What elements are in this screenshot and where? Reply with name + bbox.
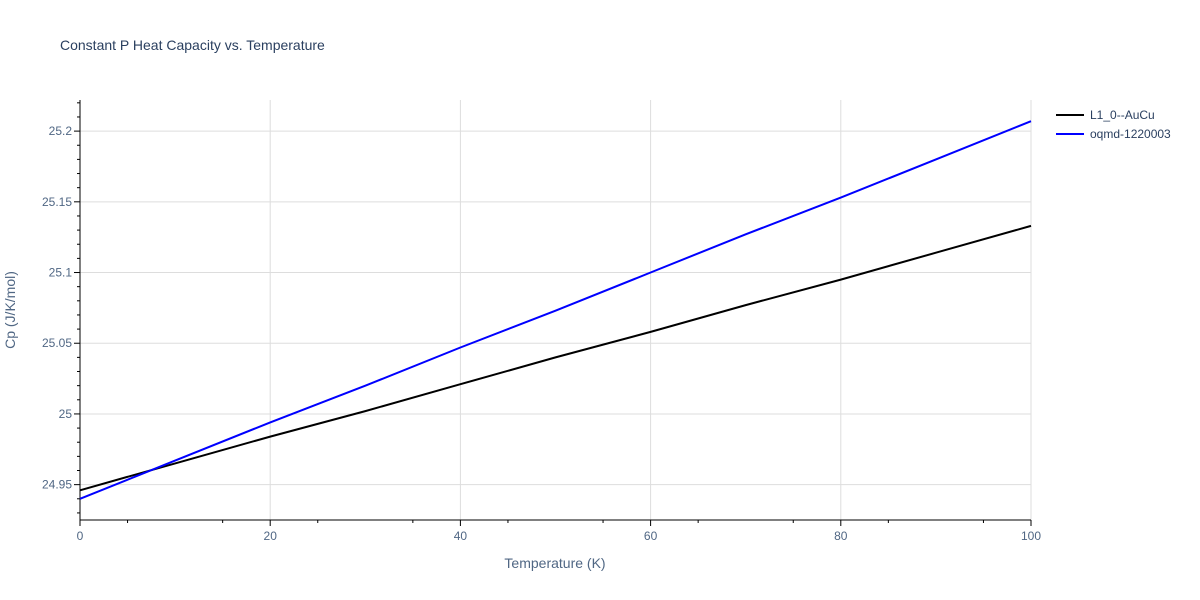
y-tick-label: 25.2 (49, 124, 73, 138)
x-tick-label: 20 (264, 529, 278, 543)
y-tick-label: 25.05 (42, 336, 72, 350)
x-tick-label: 40 (454, 529, 468, 543)
y-tick-label: 24.95 (42, 478, 72, 492)
x-tick-label: 100 (1021, 529, 1041, 543)
legend-label: L1_0--AuCu (1090, 108, 1155, 122)
chart-title: Constant P Heat Capacity vs. Temperature (60, 37, 325, 53)
x-tick-label: 60 (644, 529, 658, 543)
series-line-2 (79, 120, 1032, 500)
axes: 0 20 40 60 80 100 24.95 25 25.05 25.1 25.15 25.2 (42, 100, 1041, 543)
y-tick-label: 25.1 (49, 266, 73, 280)
y-tick-label: 25 (59, 407, 73, 421)
grid (80, 100, 1032, 520)
y-axis-title: Cp (J/K/mol) (2, 271, 18, 349)
x-tick-label: 80 (834, 529, 848, 543)
x-tick-label: 0 (77, 529, 84, 543)
legend-item-1[interactable]: L1_0--AuCu (1056, 108, 1155, 122)
legend-item-2[interactable]: oqmd-1220003 (1056, 127, 1171, 141)
legend[interactable]: L1_0--AuCu oqmd-1220003 (1056, 108, 1171, 141)
series-line-1 (79, 224, 1032, 492)
y-tick-label: 25.15 (42, 195, 72, 209)
plot-lines (79, 120, 1032, 500)
legend-label: oqmd-1220003 (1090, 127, 1171, 141)
x-axis-title: Temperature (K) (504, 555, 605, 571)
